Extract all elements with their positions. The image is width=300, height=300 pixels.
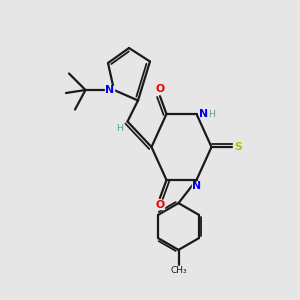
Bar xyxy=(192,182,201,190)
Bar xyxy=(105,86,114,94)
Text: N: N xyxy=(105,85,114,95)
Text: S: S xyxy=(234,142,242,152)
Text: H: H xyxy=(116,124,124,133)
Text: H: H xyxy=(208,110,215,118)
Text: N: N xyxy=(200,109,208,119)
Bar xyxy=(233,143,243,151)
Bar xyxy=(155,85,164,94)
Bar xyxy=(116,124,124,132)
Text: N: N xyxy=(192,181,201,191)
Text: O: O xyxy=(155,200,164,210)
Bar xyxy=(155,200,164,209)
Text: CH₃: CH₃ xyxy=(170,266,187,275)
Text: O: O xyxy=(155,84,164,94)
Bar xyxy=(201,110,215,118)
Bar xyxy=(170,266,187,275)
